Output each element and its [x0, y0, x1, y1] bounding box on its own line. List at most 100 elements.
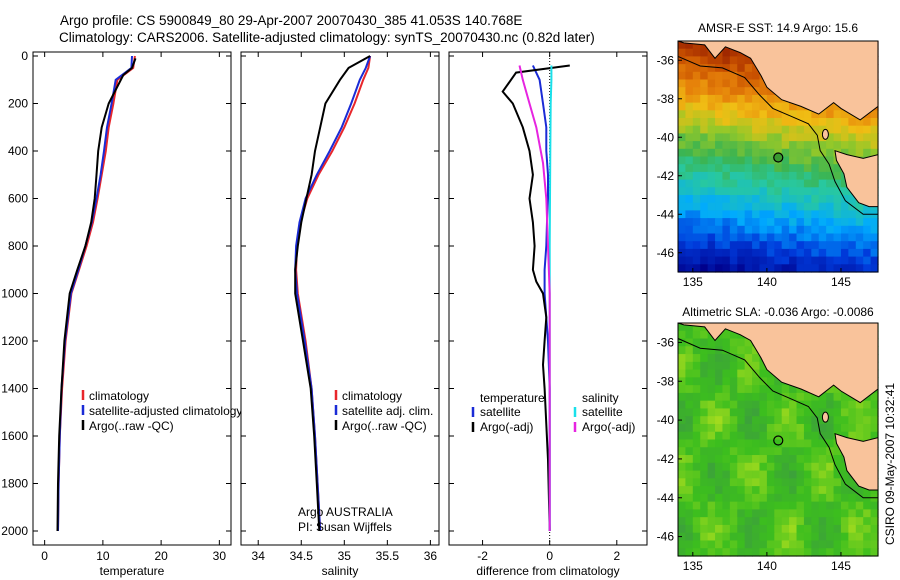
sla-map-cell	[692, 447, 701, 456]
sla-map-cell	[774, 509, 783, 518]
sla-map-cell	[744, 392, 753, 402]
sst-map-cell	[707, 202, 716, 211]
sst-map-cell	[803, 125, 812, 134]
sla-map-cell	[715, 540, 724, 549]
sla-map-cell	[722, 377, 731, 386]
sla-map-cell	[840, 486, 849, 495]
sla-map-cell	[692, 509, 701, 518]
sst-map-cell	[803, 264, 812, 273]
sst-map-cell	[766, 87, 775, 96]
sla-map-cell	[737, 517, 746, 526]
sla-map-xtick-label: 145	[831, 559, 851, 573]
sst-map-cell	[692, 148, 701, 158]
sla-map-cell	[678, 392, 687, 402]
sst-map-cell	[870, 118, 879, 127]
sla-map-cell	[744, 354, 753, 363]
sst-map-cell	[774, 164, 783, 173]
salinity-xlabel: salinity	[322, 564, 359, 578]
sst-map-cell	[774, 94, 783, 104]
sla-map-cell	[722, 462, 731, 472]
sst-map-cell	[855, 133, 864, 142]
sla-map-cell	[700, 369, 709, 378]
sst-map-cell	[848, 241, 857, 250]
sla-map-cell	[729, 439, 738, 448]
sla-map-cell	[752, 447, 761, 456]
sla-map-cell	[781, 455, 790, 464]
sla-map-cell	[840, 470, 849, 479]
sla-map-cell	[715, 400, 724, 410]
sla-map-cell	[759, 524, 768, 534]
sla-map-cell	[729, 501, 738, 510]
sst-map-cell	[722, 133, 731, 142]
sst-map-cell	[803, 195, 812, 204]
sla-map-cell	[759, 392, 768, 402]
sst-map-cell	[737, 202, 746, 211]
sla-map-cell	[692, 470, 701, 479]
sla-map-cell	[759, 501, 768, 510]
sst-map-cell	[870, 218, 879, 227]
sla-map-cell	[700, 377, 709, 386]
sla-map-cell	[855, 540, 864, 549]
sst-map-cell	[796, 171, 805, 181]
sla-map-cell	[781, 524, 790, 534]
sst-map-cell	[863, 218, 872, 227]
sla-map-cell	[789, 540, 798, 549]
sst-map-cell	[685, 41, 694, 50]
sla-map-cell	[803, 486, 812, 495]
sst-map-cell	[848, 210, 857, 219]
sst-map-cell	[722, 118, 731, 127]
sst-map-cell	[796, 187, 805, 196]
sla-map-cell	[811, 423, 820, 433]
sst-map-cell	[855, 225, 864, 235]
sla-map-cell	[840, 462, 849, 472]
sla-map-cell	[811, 416, 820, 425]
sla-map-cell	[678, 517, 687, 526]
sst-map-cell	[729, 218, 738, 227]
sst-map-cell	[707, 256, 716, 265]
sla-map-cell	[700, 346, 709, 355]
sla-map-cell	[863, 532, 872, 542]
sla-map-cell	[759, 517, 768, 526]
sst-map-cell	[685, 110, 694, 119]
sla-map-cell	[833, 470, 842, 479]
sst-map-cell	[774, 102, 783, 111]
sst-map-cell	[774, 218, 783, 227]
sst-map-cell	[722, 187, 731, 196]
sla-map-cell	[729, 540, 738, 549]
sla-map-cell	[766, 377, 775, 386]
sst-map-cell	[744, 56, 753, 65]
figure-title-line1: Argo profile: CS 5900849_80 29-Apr-2007 …	[60, 13, 523, 28]
sla-map-mainland	[677, 322, 879, 404]
sst-map-cell	[692, 164, 701, 173]
sst-map-cell	[863, 133, 872, 142]
sst-map-cell	[855, 248, 864, 258]
sla-map-cell	[715, 470, 724, 479]
sla-map-cell	[826, 400, 835, 410]
sla-map-cell	[796, 501, 805, 510]
sst-map-cell	[744, 79, 753, 88]
sst-map-cell	[729, 171, 738, 181]
sla-map-cell	[678, 540, 687, 549]
sst-map-cell	[870, 141, 879, 150]
sst-map-cell	[789, 248, 798, 258]
sst-map-ytick-label: -44	[657, 207, 675, 221]
sst-map-cell	[796, 179, 805, 188]
sst-map-cell	[752, 94, 761, 104]
sla-map-cell	[685, 524, 694, 534]
sst-map-cell	[685, 171, 694, 181]
sst-map-cell	[848, 133, 857, 142]
sst-map-cell	[678, 218, 687, 227]
sla-map-cell	[766, 478, 775, 487]
sst-map-cell	[759, 241, 768, 250]
sst-map-cell	[692, 79, 701, 88]
sst-map-cell	[826, 210, 835, 219]
sst-map-cell	[692, 94, 701, 104]
sla-map-cell	[781, 501, 790, 510]
sla-map-cell	[715, 501, 724, 510]
sst-map-cell	[766, 118, 775, 127]
sla-map-cell	[848, 478, 857, 487]
sla-map-cell	[855, 548, 864, 557]
sst-map-cell	[685, 187, 694, 196]
sst-map-cell	[855, 233, 864, 242]
sla-map-cell	[737, 408, 746, 417]
